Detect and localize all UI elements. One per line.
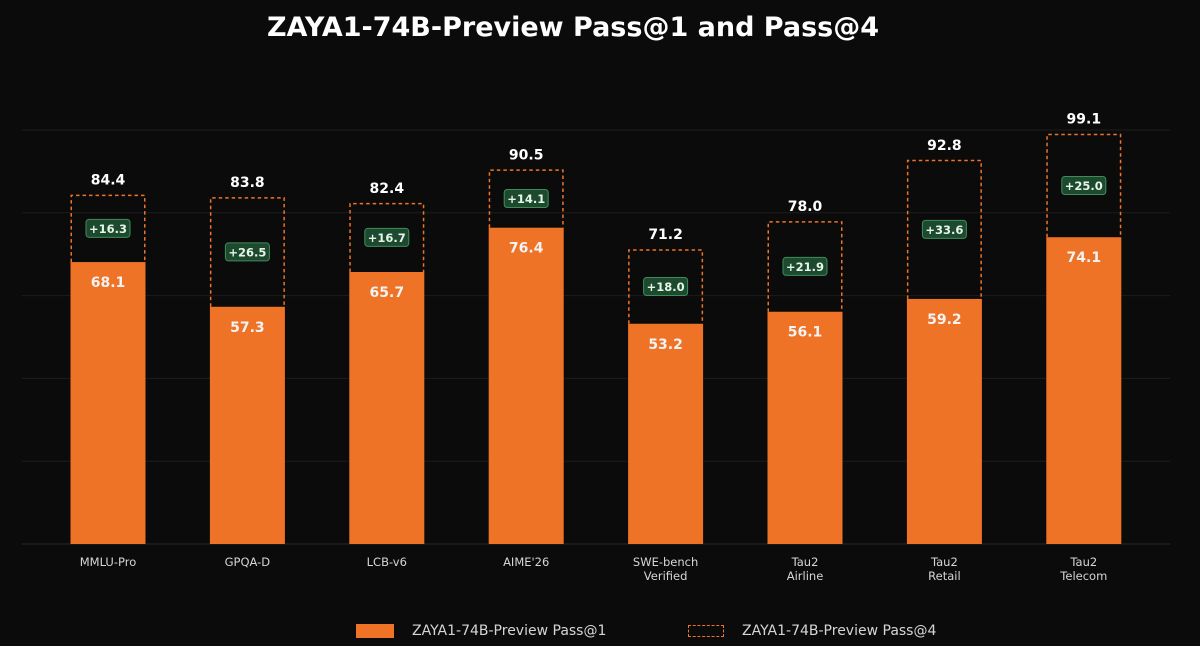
x-tick-labels: MMLU-Pro GPQA-D LCB-v6 AIME'26 SWE-bench Veri…	[80, 555, 1108, 583]
pass4-value-label: 99.1	[1067, 112, 1102, 128]
delta-badge	[85, 218, 131, 238]
bar-pass1	[349, 272, 425, 544]
x-tick-label-line: Tau2	[791, 555, 819, 569]
x-tick-label-line: AIME'26	[503, 555, 549, 569]
pass1-value-label: 74.1	[1067, 250, 1102, 266]
legend-label-pass1: ZAYA1-74B-Preview Pass@1	[412, 623, 607, 639]
x-tick-label-line: GPQA-D	[225, 555, 271, 569]
legend-swatch-solid	[356, 624, 394, 638]
bar-pass4-outline	[906, 159, 982, 299]
delta-badge-label: +14.1	[507, 192, 545, 206]
bar-pass4-outline	[1046, 133, 1122, 238]
delta-badge	[921, 219, 967, 239]
delta-badge	[224, 242, 270, 262]
pass1-value-label: 68.1	[91, 275, 126, 291]
delta-badge	[364, 227, 410, 247]
x-tick-label-line: Retail	[928, 569, 961, 583]
pass4-value-label: 71.2	[648, 227, 683, 243]
bar-pass1	[628, 323, 704, 544]
delta-badge-label: +26.5	[228, 245, 266, 259]
x-tick-label: AIME'26	[503, 555, 549, 569]
bar-pass1	[906, 298, 982, 544]
legend-item-pass4[interactable]: ZAYA1-74B-Preview Pass@4	[688, 620, 936, 642]
x-tick-label: Tau2 Airline	[787, 555, 824, 583]
legend-label-pass4: ZAYA1-74B-Preview Pass@4	[742, 623, 937, 639]
x-tick-label-line: Tau2	[930, 555, 958, 569]
pass4-value-label: 92.8	[927, 138, 962, 154]
bar-pass1	[209, 306, 285, 544]
pass1-value-label: 57.3	[230, 320, 265, 336]
pass4-value-label: 84.4	[91, 173, 126, 189]
chart-title: ZAYA1-74B-Preview Pass@1 and Pass@4	[266, 12, 880, 43]
pass4-value-label: 90.5	[509, 147, 544, 163]
delta-badge-label: +21.9	[786, 260, 824, 274]
bar-pass4-outline	[488, 169, 564, 228]
bars-layer: 84.4 68.1 +16.3 83.8 57.3 +26.5 82.4 65.7 +16.7 9…	[70, 112, 1122, 545]
delta-badge	[1061, 175, 1107, 195]
x-tick-label-line: Telecom	[1059, 569, 1107, 583]
x-tick-label: SWE-bench Verified	[633, 555, 698, 583]
bar-pass1	[767, 311, 843, 544]
x-tick-label-line: Tau2	[1069, 555, 1097, 569]
delta-badge-label: +25.0	[1065, 179, 1103, 193]
pass4-value-label: 83.8	[230, 175, 265, 191]
bar-pass1	[488, 227, 564, 545]
x-tick-label: GPQA-D	[225, 555, 271, 569]
bar-pass4-outline	[767, 221, 843, 312]
x-tick-label: LCB-v6	[367, 555, 407, 569]
x-tick-label-line: MMLU-Pro	[80, 555, 137, 569]
bar-pass4-outline	[70, 194, 146, 263]
delta-badge-label: +18.0	[647, 280, 685, 294]
pass4-value-label: 78.0	[788, 199, 823, 215]
pass1-value-label: 76.4	[509, 241, 544, 257]
pass4-value-label: 82.4	[370, 181, 405, 197]
x-tick-label: MMLU-Pro	[80, 555, 137, 569]
delta-badge-label: +33.6	[925, 223, 963, 237]
delta-badge	[643, 276, 689, 296]
x-tick-label-line: Verified	[644, 569, 688, 583]
x-tick-label-line: Airline	[787, 569, 824, 583]
x-tick-label-line: LCB-v6	[367, 555, 407, 569]
pass1-value-label: 59.2	[927, 312, 962, 328]
pass1-value-label: 56.1	[788, 325, 823, 341]
x-tick-label: Tau2 Retail	[928, 555, 961, 583]
x-tick-label-line: SWE-bench	[633, 555, 698, 569]
delta-badge	[503, 189, 549, 209]
delta-badge-label: +16.3	[89, 222, 127, 236]
bar-pass4-outline	[349, 202, 425, 273]
delta-badge-label: +16.7	[368, 231, 406, 245]
pass1-value-label: 65.7	[370, 285, 405, 301]
bar-pass4-outline	[209, 197, 285, 307]
legend-swatch-dashed	[688, 625, 724, 637]
bar-pass1	[70, 262, 146, 544]
x-tick-label: Tau2 Telecom	[1059, 555, 1107, 583]
pass1-value-label: 53.2	[648, 337, 683, 353]
delta-badge	[782, 256, 828, 276]
bar-pass1	[1046, 237, 1122, 544]
grid-layer	[22, 129, 1170, 545]
legend-item-pass1[interactable]: ZAYA1-74B-Preview Pass@1	[356, 620, 606, 642]
bar-pass4-outline	[628, 249, 704, 324]
